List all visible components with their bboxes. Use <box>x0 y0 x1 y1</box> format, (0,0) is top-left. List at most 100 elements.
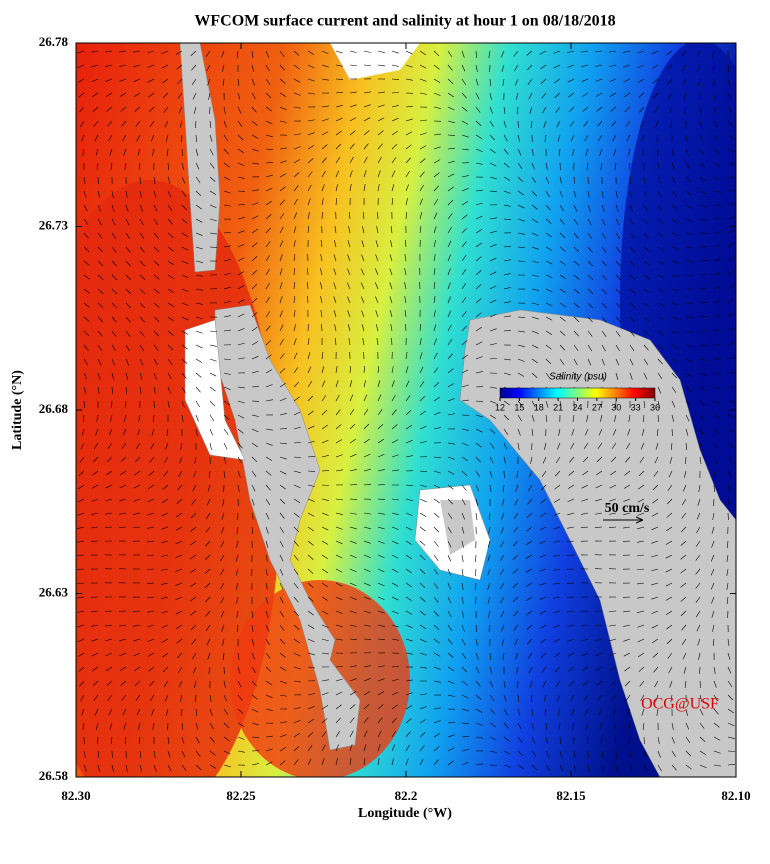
current-vector <box>531 344 539 349</box>
current-vector <box>147 484 155 490</box>
current-vector <box>629 274 636 280</box>
current-vector <box>335 717 341 724</box>
current-vector <box>377 117 385 122</box>
current-vector <box>195 260 203 263</box>
current-vector <box>235 568 239 576</box>
current-vector <box>223 300 231 304</box>
current-vector <box>405 440 413 444</box>
x-tick-label: 82.15 <box>556 788 586 803</box>
current-vector <box>320 240 323 248</box>
current-vector <box>175 596 183 601</box>
current-vector <box>657 344 664 350</box>
current-vector <box>727 708 734 714</box>
current-vector <box>419 652 427 656</box>
current-vector <box>105 652 113 657</box>
current-vector <box>503 330 512 332</box>
current-vector <box>512 568 519 574</box>
colorbar-tick-label: 36 <box>650 402 660 412</box>
current-vector <box>195 134 197 143</box>
current-vector <box>251 385 259 388</box>
current-vector <box>106 470 113 476</box>
current-vector <box>293 470 301 474</box>
current-vector <box>727 162 735 166</box>
current-vector <box>671 400 676 408</box>
current-vector <box>137 148 141 156</box>
current-vector <box>77 652 85 657</box>
current-vector <box>545 204 551 211</box>
current-vector <box>419 381 425 388</box>
current-vector <box>433 282 436 290</box>
current-vector <box>595 484 603 489</box>
current-vector <box>559 232 566 239</box>
current-vector <box>554 78 561 84</box>
current-vector <box>265 442 273 446</box>
current-vector <box>77 596 85 599</box>
current-vector <box>175 568 183 572</box>
current-vector <box>587 372 591 380</box>
current-vector <box>653 666 659 673</box>
current-vector <box>293 198 298 206</box>
current-vector <box>293 212 297 220</box>
current-vector <box>335 64 343 67</box>
current-vector <box>545 274 553 279</box>
current-vector <box>192 484 197 492</box>
current-vector <box>419 624 427 630</box>
current-vector <box>265 484 271 491</box>
current-vector <box>178 106 183 114</box>
current-vector <box>83 330 90 337</box>
current-vector <box>601 218 606 226</box>
current-vector <box>293 442 301 444</box>
current-vector <box>147 50 155 54</box>
current-vector <box>419 745 425 752</box>
current-vector <box>501 64 505 72</box>
current-vector <box>335 744 339 752</box>
current-vector <box>573 274 580 280</box>
current-vector <box>110 414 113 422</box>
current-vector <box>349 184 352 192</box>
current-vector <box>651 624 659 629</box>
current-vector <box>223 329 231 332</box>
current-vector <box>651 512 659 517</box>
current-vector <box>208 92 211 100</box>
current-vector <box>405 582 412 588</box>
current-vector <box>643 358 649 366</box>
current-vector <box>447 540 452 548</box>
current-vector <box>152 148 155 156</box>
current-vector <box>97 274 104 280</box>
current-vector <box>727 400 735 403</box>
current-vector <box>220 582 225 590</box>
current-vector <box>559 722 561 730</box>
current-vector <box>237 442 243 449</box>
current-vector <box>433 638 440 644</box>
current-vector <box>447 526 452 534</box>
current-vector <box>502 652 505 660</box>
current-vector <box>726 554 729 562</box>
current-vector <box>93 456 99 463</box>
current-vector <box>461 92 467 99</box>
current-vector <box>699 386 707 391</box>
current-vector <box>152 414 155 422</box>
current-vector <box>570 442 575 450</box>
current-vector <box>83 190 87 198</box>
current-vector <box>581 78 589 82</box>
current-vector <box>629 330 635 337</box>
current-vector <box>335 730 340 738</box>
current-vector <box>531 148 534 156</box>
current-vector <box>81 134 85 142</box>
current-vector <box>167 218 173 225</box>
current-vector <box>587 750 589 759</box>
current-vector <box>405 610 413 615</box>
current-vector <box>419 758 424 766</box>
current-vector <box>333 268 337 276</box>
current-vector <box>713 190 721 193</box>
current-vector <box>195 190 202 197</box>
current-vector <box>581 512 589 515</box>
current-vector <box>161 64 169 69</box>
current-vector <box>539 540 547 544</box>
current-vector <box>657 204 663 211</box>
current-vector <box>685 400 691 407</box>
current-vector <box>293 338 297 346</box>
current-vector <box>97 176 99 185</box>
x-tick-label: 82.30 <box>61 788 90 803</box>
current-vector <box>279 456 287 460</box>
